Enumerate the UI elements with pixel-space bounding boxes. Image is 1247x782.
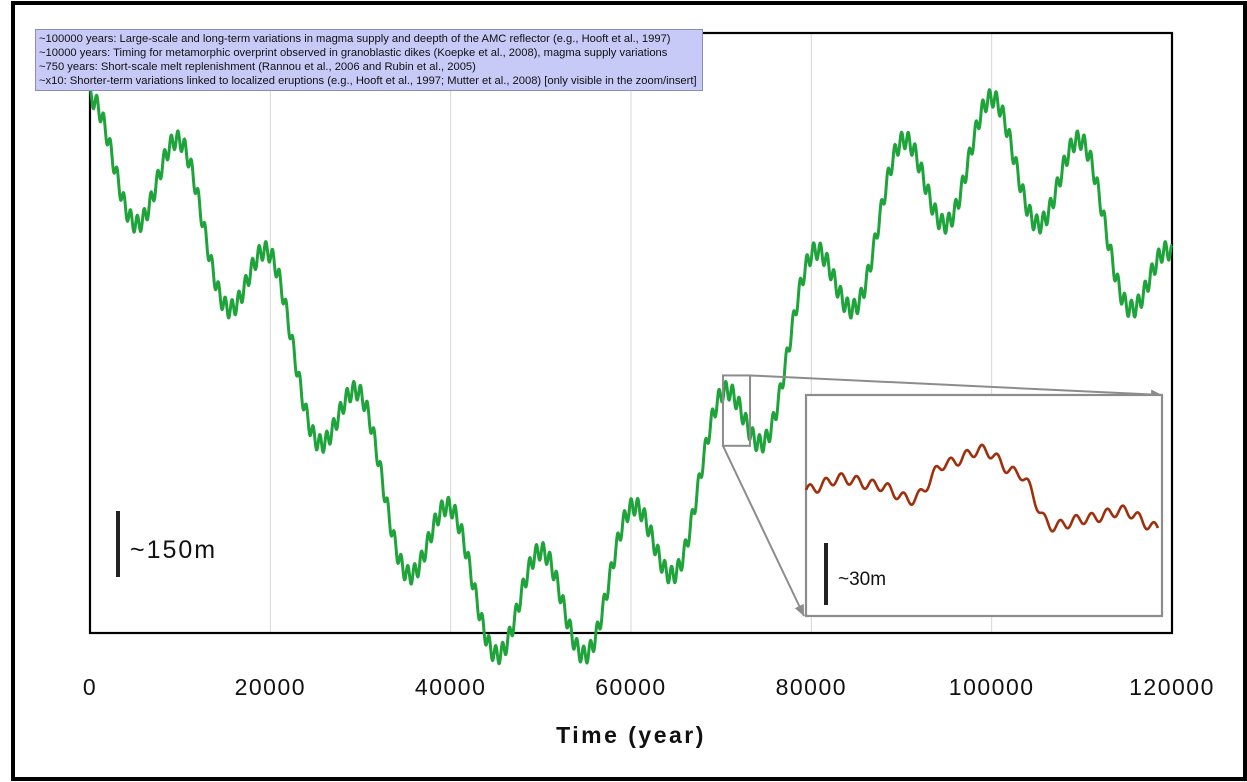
zoom-region-box	[721, 374, 752, 447]
inset-panel	[804, 393, 1164, 618]
zoom-arrow-bottom	[794, 603, 804, 616]
x-tick-label: 100000	[949, 674, 1035, 700]
outer-border	[11, 1, 1247, 781]
legend-line-2: ~10000 years: Timing for metamorphic ove…	[39, 47, 668, 60]
series-line-main	[88, 87, 1174, 666]
x-tick-label: 60000	[595, 674, 666, 700]
legend-line-3: ~750 years: Short-scale melt replenishme…	[39, 61, 476, 74]
zoom-connector-bottom	[722, 445, 805, 617]
series-line-inset	[804, 443, 1160, 533]
main-scale-label: ~150m	[130, 536, 217, 564]
x-axis-ticks: 0 20000 40000 60000 80000 100000 120000	[83, 674, 1215, 700]
legend-line-1: ~100000 years: Large-scale and long-term…	[39, 33, 671, 45]
x-tick-label: 0	[83, 674, 97, 700]
x-axis-label: Time (year)	[556, 722, 706, 748]
zoom-connector-top	[749, 374, 1163, 396]
legend-line-4: ~x10: Shorter-term variations linked to …	[39, 75, 697, 88]
legend-box: ~100000 years: Large-scale and long-term…	[35, 29, 703, 92]
x-tick-label: 120000	[1129, 674, 1215, 700]
inset-scale-label: ~30m	[838, 569, 886, 590]
x-tick-label: 20000	[235, 674, 306, 700]
x-tick-label: 80000	[776, 674, 847, 700]
x-tick-label: 40000	[415, 674, 486, 700]
